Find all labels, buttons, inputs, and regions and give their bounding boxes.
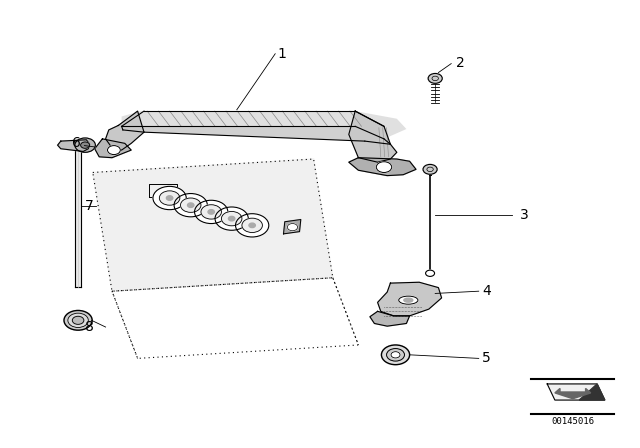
Polygon shape bbox=[58, 140, 90, 151]
Polygon shape bbox=[122, 111, 406, 139]
Polygon shape bbox=[579, 384, 605, 400]
Circle shape bbox=[208, 210, 214, 214]
Circle shape bbox=[64, 310, 92, 330]
Circle shape bbox=[391, 352, 400, 358]
Circle shape bbox=[215, 207, 248, 230]
Circle shape bbox=[287, 224, 298, 231]
Circle shape bbox=[426, 270, 435, 276]
Circle shape bbox=[68, 313, 88, 327]
Ellipse shape bbox=[399, 296, 418, 304]
Polygon shape bbox=[349, 111, 397, 162]
Polygon shape bbox=[555, 388, 591, 399]
Polygon shape bbox=[122, 126, 390, 144]
Circle shape bbox=[381, 345, 410, 365]
Circle shape bbox=[423, 164, 437, 174]
Circle shape bbox=[72, 316, 84, 324]
Text: 7: 7 bbox=[85, 199, 94, 213]
Circle shape bbox=[376, 162, 392, 172]
Circle shape bbox=[153, 186, 186, 210]
Text: 3: 3 bbox=[520, 208, 529, 222]
Circle shape bbox=[75, 138, 95, 152]
Circle shape bbox=[166, 196, 173, 200]
Circle shape bbox=[228, 216, 235, 221]
Text: 4: 4 bbox=[482, 284, 491, 298]
Circle shape bbox=[195, 200, 228, 224]
Circle shape bbox=[236, 214, 269, 237]
Polygon shape bbox=[378, 282, 442, 316]
Polygon shape bbox=[106, 111, 144, 150]
Text: 00145016: 00145016 bbox=[551, 417, 595, 426]
Polygon shape bbox=[284, 220, 301, 234]
Circle shape bbox=[188, 203, 194, 207]
Circle shape bbox=[180, 198, 201, 212]
Polygon shape bbox=[95, 139, 131, 158]
Polygon shape bbox=[370, 311, 410, 326]
Circle shape bbox=[242, 218, 262, 233]
Circle shape bbox=[387, 349, 404, 361]
Circle shape bbox=[201, 205, 221, 219]
Circle shape bbox=[108, 146, 120, 155]
Polygon shape bbox=[349, 158, 416, 176]
Polygon shape bbox=[547, 384, 605, 400]
Text: 2: 2 bbox=[456, 56, 465, 70]
Circle shape bbox=[81, 142, 90, 148]
Polygon shape bbox=[75, 149, 81, 287]
Polygon shape bbox=[93, 159, 333, 291]
Circle shape bbox=[174, 194, 207, 217]
Ellipse shape bbox=[404, 298, 413, 302]
Circle shape bbox=[249, 223, 255, 228]
Text: 5: 5 bbox=[482, 351, 491, 366]
Text: 8: 8 bbox=[85, 320, 94, 334]
Text: 6: 6 bbox=[72, 136, 81, 151]
Circle shape bbox=[159, 191, 180, 205]
Circle shape bbox=[428, 73, 442, 83]
Text: 1: 1 bbox=[277, 47, 286, 61]
Circle shape bbox=[221, 211, 242, 226]
